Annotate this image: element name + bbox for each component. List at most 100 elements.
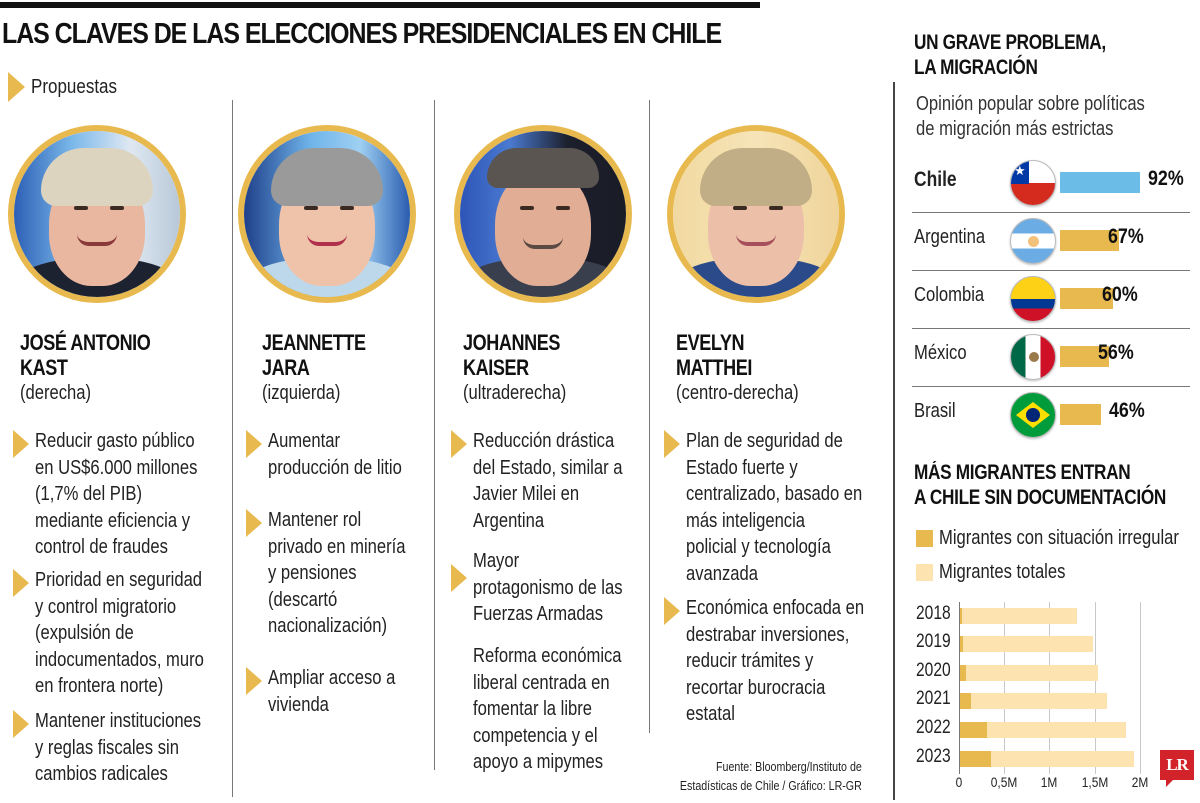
candidate-party: (izquierda) [262,382,341,404]
proposal-item: Ampliar acceso a vivienda [246,665,421,718]
year-label: 2019 [916,631,951,652]
proposal-line: avanzada [686,562,759,585]
percent-label: 60% [1102,283,1138,306]
title-line: LA MIGRACIÓN [914,56,1038,79]
proposal-line: Javier Milei en [473,483,580,505]
country-row-colombia: Colombia 60% [912,271,1190,329]
gridline [1140,602,1141,774]
triangle-marker-icon [246,509,262,537]
bar-total-2022 [960,722,1126,738]
brasil-flag-icon [1010,392,1056,438]
proposal-line: apoyo a mipymes [473,751,604,773]
proposal-line: y reglas fiscales sin [35,736,179,759]
source-line: Fuente: Bloomberg/Instituto de [716,759,862,774]
migration-panel-subtitle: Opinión popular sobre políticas de migra… [916,92,1145,142]
proposal-line: Reducir gasto público [35,430,195,452]
row-separator [912,270,1190,271]
country-name: Chile [914,168,957,191]
subtitle-line: Opinión popular sobre políticas [916,93,1145,115]
proposal-line: en frontera norte) [35,675,164,697]
undocumented-panel-title: MÁS MIGRANTES ENTRAN A CHILE SIN DOCUMEN… [914,460,1166,510]
x-tick-label: 2M [1131,774,1149,790]
column-divider [434,100,435,770]
proposal-line: estatal [686,703,735,725]
proposal-line: control de fraudes [35,536,168,558]
percent-label: 46% [1109,399,1145,422]
row-separator [912,386,1190,387]
proposal-line: recortar burocracia [686,676,826,699]
proposal-item: Reducir gasto público en US$6.000 millon… [13,428,231,561]
proposal-line: nacionalización) [268,615,388,637]
proposal-line: Fuerzas Armadas [473,603,604,625]
proposal-line: Mantener instituciones [35,710,202,732]
x-axis-zero-line [959,602,960,774]
proposal-item: Mantener rol privado en minería y pensio… [246,507,434,640]
bar-total-2018 [960,608,1077,624]
top-rule [0,2,760,8]
page-title: LAS CLAVES DE LAS ELECCIONES PRESIDENCIA… [2,18,722,50]
candidate-party: (derecha) [20,382,92,404]
bar-mexico [1060,346,1109,367]
country-name: Brasil [914,400,956,422]
bar-argentina [1060,230,1119,251]
proposal-line: y pensiones [268,562,357,584]
proposal-line: Reducción drástica [473,430,615,452]
proposal-item: Plan de seguridad de Estado fuerte y cen… [664,428,898,587]
candidate-name: KAST [20,355,68,380]
country-row-chile: Chile ★ 92% [912,155,1190,213]
candidate-photo-kaiser [454,125,632,303]
legend-swatch [916,530,933,547]
triangle-marker-icon [13,430,29,458]
proposal-line: Estado fuerte y [686,456,798,479]
proposal-line: liberal centrada en [473,671,610,694]
proposal-line: destrabar inversiones, [686,623,850,646]
x-tick-label: 1,5M [1081,774,1109,790]
triangle-marker-icon [451,564,467,592]
title-line: A CHILE SIN DOCUMENTACIÓN [914,486,1167,509]
bar-irregular-2020 [960,665,966,681]
proposal-line: competencia y el [473,724,598,747]
legend-label: Migrantes totales [939,561,1066,583]
candidate-name: EVELYN [676,330,745,355]
proposal-line: Plan de seguridad de [686,430,843,452]
percent-label: 67% [1108,225,1144,248]
proposal-line: privado en minería [268,535,406,558]
triangle-marker-icon [13,710,29,738]
candidate-photo-matthei [667,125,845,303]
triangle-marker-icon [13,569,29,597]
year-label: 2023 [916,746,951,767]
year-label: 2020 [916,660,951,681]
proposal-line: Económica enfocada en [686,597,865,619]
candidate-party: (centro-derecha) [676,382,799,404]
candidate-name: JEANNETTE [262,330,366,355]
candidate-jara: JEANNETTE JARA (izquierda) [262,330,388,406]
legend-irregular: Migrantes con situación irregular [916,527,1200,550]
proposal-line: Prioridad en seguridad [35,569,203,591]
percent-label: 92% [1148,167,1184,190]
bar-irregular-2019 [960,636,963,652]
proposal-line: en US$6.000 millones [35,456,198,479]
colombia-flag-icon [1010,276,1056,322]
proposal-line: centralizado, basado en [686,483,863,505]
candidate-kaiser: JOHANNES KAISER (ultraderecha) [463,330,588,406]
x-tick-label: 0 [955,774,963,790]
bar-total-2020 [960,665,1098,681]
proposal-line: Reforma económica [473,645,622,667]
title-line: MÁS MIGRANTES ENTRAN [914,461,1131,484]
proposal-item: Reforma económica liberal centrada en fo… [451,643,652,776]
title-line: UN GRAVE PROBLEMA, [914,31,1106,54]
bar-total-2021 [960,693,1107,709]
country-row-argentina: Argentina 67% [912,213,1190,271]
subtitle-line: de migración más estrictas [916,118,1114,140]
triangle-marker-spacer [451,645,467,673]
proposal-line: Mantener rol [268,509,362,531]
proposal-line: protagonismo de las [473,576,623,599]
proposal-item: Prioridad en seguridad y control migrato… [13,567,238,700]
row-separator [912,328,1190,329]
year-label: 2018 [916,603,951,624]
proposal-line: indocumentados, muro [35,648,204,671]
bar-colombia [1060,288,1113,309]
proposal-line: vivienda [268,693,329,716]
candidate-kast: JOSÉ ANTONIO KAST (derecha) [20,330,179,406]
source-credit: Fuente: Bloomberg/Instituto de Estadísti… [680,757,862,795]
